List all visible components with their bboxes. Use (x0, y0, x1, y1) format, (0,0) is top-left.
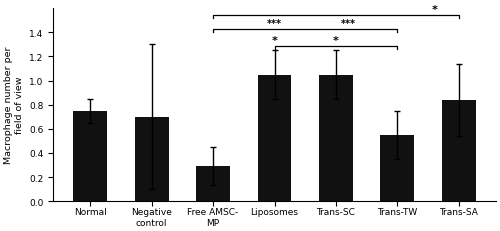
Bar (196, 167, 230, 201)
Text: *: * (272, 36, 278, 46)
Bar (380, 135, 414, 201)
Bar (442, 100, 476, 201)
Y-axis label: Macrophage number per
field of view: Macrophage number per field of view (4, 47, 24, 164)
Text: *: * (432, 5, 437, 15)
Bar (319, 75, 353, 201)
Text: *: * (333, 36, 339, 46)
Text: ***: *** (267, 19, 282, 29)
Text: ***: *** (340, 19, 355, 29)
Bar (135, 117, 168, 201)
Bar (258, 75, 292, 201)
Bar (74, 111, 107, 201)
